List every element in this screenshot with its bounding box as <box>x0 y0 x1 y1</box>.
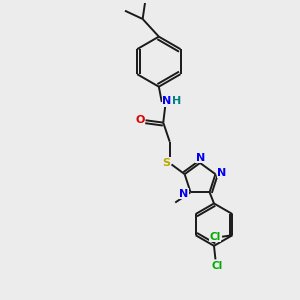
Text: N: N <box>162 96 171 106</box>
Text: H: H <box>172 96 181 106</box>
Text: Cl: Cl <box>209 232 220 242</box>
Text: Cl: Cl <box>211 261 223 271</box>
Text: N: N <box>217 168 226 178</box>
Text: S: S <box>162 158 170 168</box>
Text: N: N <box>196 153 205 163</box>
Text: N: N <box>179 189 189 199</box>
Text: O: O <box>135 115 144 125</box>
